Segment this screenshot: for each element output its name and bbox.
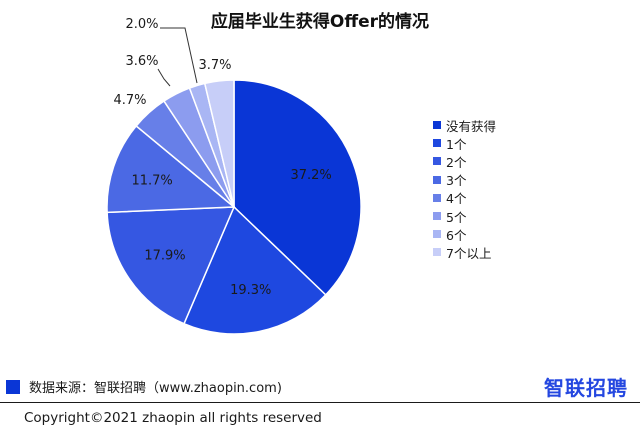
slice-label-6: 3.6% — [125, 54, 158, 69]
source-text: 数据来源：智联招聘（www.zhaopin.com) — [29, 381, 282, 396]
legend-label: 3个 — [446, 173, 467, 189]
leader-line-6 — [157, 68, 171, 87]
legend-label: 没有获得 — [446, 118, 497, 134]
legend-label: 7个以上 — [446, 245, 492, 261]
source-marker-icon — [6, 379, 20, 394]
slice-label-7: 2.0% — [125, 17, 158, 32]
legend-label: 6个 — [446, 227, 467, 243]
pie-chart: 37.2% 19.3% 17.9% 11.7% 4.7% 3.6% 2.0% 3.7% — [106, 17, 362, 335]
slice-label-5: 4.7% — [113, 93, 146, 108]
slice-label-8: 3.7% — [198, 58, 231, 73]
slice-label-4: 11.7% — [131, 173, 172, 188]
legend-swatch — [433, 248, 441, 257]
legend-label: 2个 — [446, 154, 467, 170]
leader-line-7 — [160, 27, 198, 84]
legend-label: 1个 — [446, 136, 467, 152]
pie-slice-2 — [182, 205, 327, 335]
copyright-text: Copyright©2021 zhaopin all rights reserv… — [24, 410, 322, 426]
chart-legend: 没有获得 1个 2个 3个 4个 5个 6个 7个以上 — [433, 116, 496, 262]
slice-label-1: 37.2% — [290, 168, 331, 183]
slice-label-3: 17.9% — [144, 249, 185, 264]
legend-item: 4个 — [433, 189, 496, 207]
legend-item: 3个 — [433, 171, 496, 189]
legend-item: 没有获得 — [433, 116, 496, 134]
pie-slice-8 — [203, 79, 235, 208]
footer-divider — [0, 402, 640, 403]
legend-swatch — [433, 212, 441, 221]
data-source: 数据来源：智联招聘（www.zhaopin.com) — [6, 377, 282, 396]
legend-item: 2个 — [433, 152, 496, 170]
legend-swatch — [433, 157, 441, 166]
legend-item: 7个以上 — [433, 243, 496, 261]
legend-swatch — [433, 121, 441, 130]
chart-title: 应届毕业生获得Offer的情况 — [210, 12, 430, 32]
legend-item: 6个 — [433, 225, 496, 243]
pie-slice-4 — [106, 124, 236, 214]
legend-swatch — [433, 193, 441, 202]
legend-item: 5个 — [433, 207, 496, 225]
pie-slice-1 — [233, 79, 362, 296]
slice-label-2: 19.3% — [230, 283, 271, 298]
legend-swatch — [433, 139, 441, 148]
legend-label: 4个 — [446, 191, 467, 207]
legend-swatch — [433, 175, 441, 184]
pie-slice-3 — [106, 206, 236, 325]
legend-label: 5个 — [446, 209, 467, 225]
legend-item: 1个 — [433, 134, 496, 152]
legend-swatch — [433, 230, 441, 239]
zhaopin-logo: 智联招聘 — [544, 376, 628, 400]
